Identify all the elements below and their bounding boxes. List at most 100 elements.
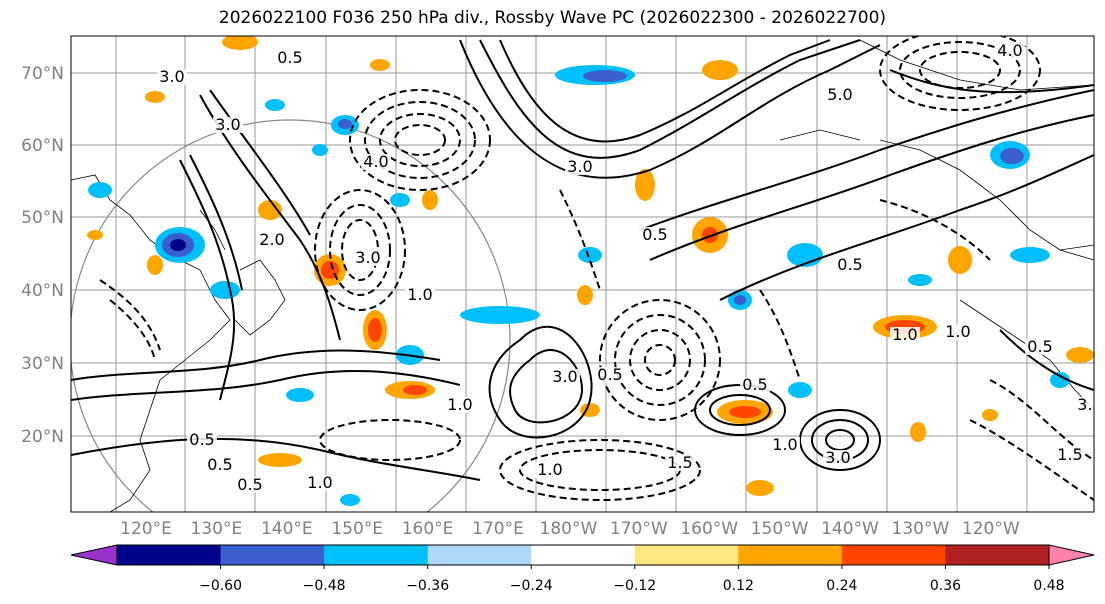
contour-label-bg <box>213 117 243 133</box>
contour-label-bg <box>640 227 670 243</box>
colorbar-extend-high <box>1048 544 1095 566</box>
contour-label-bg <box>405 287 435 303</box>
contour-label: 3.0 <box>552 367 577 386</box>
contour-label: 4.0 <box>997 41 1022 60</box>
contour-label-bg <box>187 432 217 448</box>
contour-label-bg <box>275 50 305 66</box>
contour-label-bg <box>305 475 335 491</box>
contour-label-bg <box>157 69 187 85</box>
contour-label-bg <box>361 154 391 170</box>
contour-label: 1.5 <box>667 453 692 472</box>
contour-label: 3.0 <box>159 67 184 86</box>
colorbar-segment <box>634 545 739 565</box>
colorbar-outline <box>116 544 1050 566</box>
colorbar-tick-label: 0.24 <box>826 578 857 594</box>
map-title: 2026022100 F036 250 hPa div., Rossby Wav… <box>218 8 887 28</box>
divergence-positive-fills <box>87 36 1094 496</box>
lon-tick-label: 180°W <box>540 519 598 539</box>
contour-label: 1.0 <box>447 395 472 414</box>
lat-tick-label: 20°N <box>21 427 64 447</box>
colorbar-segment <box>531 545 636 565</box>
lat-tick-label: 40°N <box>21 281 64 301</box>
divergence-negative-fills <box>88 65 1070 506</box>
contour-label-bg <box>665 455 695 471</box>
contour-label-bg <box>1055 447 1085 463</box>
lon-tick-label: 130°E <box>191 519 243 539</box>
colorbar-tick-label: −0.60 <box>199 578 242 594</box>
colorbar-tick-label: 0.36 <box>930 578 961 594</box>
range-ring <box>71 119 511 512</box>
contour-label-bg <box>890 327 920 343</box>
lon-tick-label: 150°E <box>331 519 383 539</box>
contour-label: 1.0 <box>537 460 562 479</box>
contour-label: 1.0 <box>945 322 970 341</box>
contour-label: 0.5 <box>189 430 214 449</box>
colorbar: −0.60 −0.48 −0.36 −0.24 −0.12 0.12 0.24 0.36 0.4… <box>70 544 1095 594</box>
colorbar-segment <box>945 545 1050 565</box>
contour-label-bg <box>943 324 973 340</box>
contour-label-bg <box>235 477 265 493</box>
contour-label-bg <box>565 159 595 175</box>
lat-tick-label: 30°N <box>21 354 64 374</box>
colorbar-extend-low <box>70 544 118 566</box>
contour-label: 4.0 <box>363 152 388 171</box>
contour-label-bg <box>740 377 770 393</box>
colorbar-tick-label: 0.12 <box>723 578 754 594</box>
contour-label: 3.0 <box>825 448 850 467</box>
lat-tick-label: 60°N <box>21 136 64 156</box>
lon-tick-label: 120°E <box>120 519 172 539</box>
map-border <box>70 35 1095 513</box>
contour-label: 2.0 <box>259 230 284 249</box>
contour-label: 5.0 <box>827 85 852 104</box>
longitude-labels: 120°E 130°E 140°E 150°E 160°E 170°E 180°W 170°W… <box>120 519 1020 539</box>
contour-label-bg <box>353 250 383 266</box>
contour-label-bg <box>1025 339 1055 355</box>
contour-label: 0.5 <box>1027 337 1052 356</box>
contour-label-bg <box>205 457 235 473</box>
lon-tick-label: 160°E <box>402 519 454 539</box>
contour-label: 3.0 <box>215 115 240 134</box>
contour-label-bg <box>823 450 853 466</box>
contour-label-bg <box>825 87 855 103</box>
contour-label: 1.0 <box>307 473 332 492</box>
colorbar-tick-label: −0.24 <box>510 578 553 594</box>
contour-label: 0.5 <box>597 365 622 384</box>
contour-label: 0.5 <box>277 48 302 67</box>
lon-tick-label: 170°W <box>610 519 668 539</box>
contour-label: 1.0 <box>772 435 797 454</box>
lon-tick-label: 140°E <box>261 519 313 539</box>
contour-label: 1.0 <box>407 285 432 304</box>
lat-tick-label: 50°N <box>21 208 64 228</box>
contour-label: 3.0 <box>1077 395 1102 414</box>
lon-tick-label: 150°W <box>751 519 809 539</box>
colorbar-tick-label: −0.36 <box>406 578 449 594</box>
latitude-labels: 70°N 60°N 50°N 40°N 30°N 20°N <box>21 64 64 447</box>
contour-label: 1.5 <box>1057 445 1082 464</box>
colorbar-segment <box>841 545 946 565</box>
contour-label: 3.0 <box>355 248 380 267</box>
lon-tick-label: 140°W <box>821 519 879 539</box>
lon-tick-label: 170°E <box>472 519 524 539</box>
contour-labels: 3.0 0.5 3.0 4.0 3.0 5.0 4.0 3.0 3.0 1.0 0.5 1.0 3.0 2… <box>157 41 1102 494</box>
lon-tick-label: 120°W <box>962 519 1020 539</box>
contour-label-bg <box>995 43 1025 59</box>
contour-label: 0.5 <box>237 475 262 494</box>
colorbar-segment <box>738 545 843 565</box>
contour-label: 0.5 <box>207 455 232 474</box>
colorbar-segment <box>117 545 222 565</box>
contour-label-bg <box>257 232 287 248</box>
contour-label: 0.5 <box>642 225 667 244</box>
contour-label: 1.0 <box>892 325 917 344</box>
contour-label-bg <box>770 437 800 453</box>
contour-label-bg <box>535 462 565 478</box>
colorbar-tick-label: −0.48 <box>303 578 346 594</box>
contour-label: 0.5 <box>837 255 862 274</box>
colorbar-segment <box>427 545 532 565</box>
contour-label-bg <box>1075 397 1094 413</box>
contour-label: 3.0 <box>567 157 592 176</box>
lon-tick-label: 160°W <box>680 519 738 539</box>
lon-tick-label: 130°W <box>892 519 950 539</box>
contour-label-bg <box>835 257 865 273</box>
contour-label-bg <box>550 369 580 385</box>
colorbar-tick-label: −0.12 <box>613 578 656 594</box>
